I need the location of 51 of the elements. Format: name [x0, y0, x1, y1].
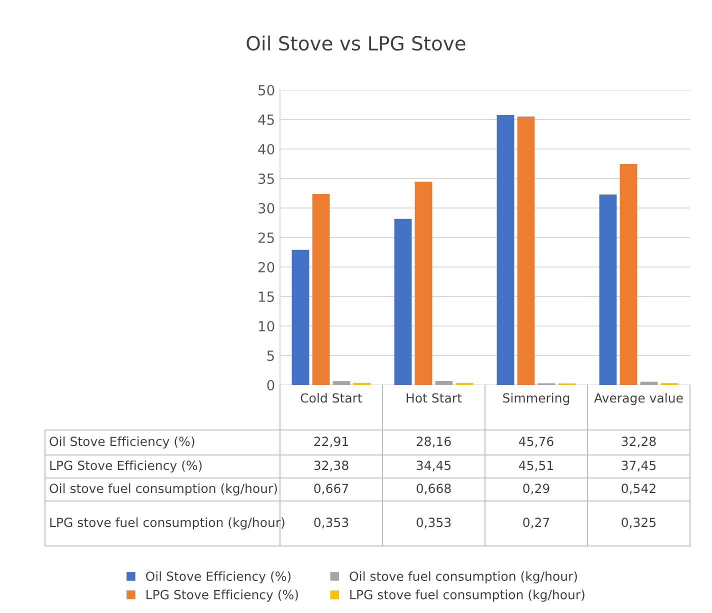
- legend-label: Oil stove fuel consumption (kg/hour): [350, 571, 577, 584]
- data-label: 0,667: [314, 484, 348, 494]
- y-tick-label: 30: [258, 202, 274, 214]
- data-label: 0,353: [416, 518, 451, 528]
- bar: [435, 381, 453, 385]
- legend-label: LPG stove fuel consumption (kg/hour): [350, 590, 584, 602]
- legend-label: Oil Stove Efficiency (%): [146, 571, 291, 584]
- x-tick-label: Simmering: [503, 393, 570, 406]
- data-label: 45,51: [518, 460, 553, 472]
- data-label: 0,353: [314, 518, 348, 528]
- y-tick-label: 40: [258, 144, 274, 154]
- y-tick-label: 45: [258, 114, 274, 125]
- data-label: 22,91: [314, 436, 348, 448]
- bar: [517, 116, 535, 385]
- chart-title: Oil Stove vs LPG Stove: [246, 36, 466, 51]
- bar: [414, 182, 432, 385]
- x-tick-label: Cold Start: [300, 393, 362, 403]
- y-tick-label: 50: [258, 84, 274, 96]
- bar: [496, 115, 514, 385]
- y-tick-label: 10: [258, 320, 274, 332]
- data-label: 37,45: [622, 460, 656, 472]
- data-label: 32,28: [622, 436, 656, 448]
- bar: [599, 194, 617, 385]
- data-label: 32,38: [314, 460, 348, 472]
- data-label: 0,542: [622, 484, 656, 494]
- x-tick-label: Hot Start: [406, 393, 462, 403]
- y-tick-label: 5: [267, 350, 274, 361]
- y-tick-label: 0: [267, 380, 274, 390]
- text: LPG Stove Efficiency (%): [50, 460, 202, 473]
- bar: [394, 218, 412, 385]
- data-label: 28,16: [416, 436, 451, 448]
- data-label: 45,76: [518, 436, 554, 448]
- data-label: 34,45: [416, 460, 451, 472]
- bar: [312, 194, 330, 385]
- legend-label: LPG Stove Efficiency (%): [146, 590, 298, 602]
- text: LPG stove fuel consumption (kg/hour): [50, 517, 284, 530]
- data-label: 0,27: [523, 518, 550, 528]
- data-label: 0,668: [416, 484, 451, 494]
- text: Oil stove fuel consumption (kg/hour): [50, 483, 277, 496]
- bar: [292, 250, 310, 385]
- x-tick-label: Average value: [594, 393, 683, 406]
- bar: [332, 381, 350, 385]
- data-label: 0,29: [523, 484, 550, 494]
- y-tick-label: 20: [258, 262, 274, 272]
- bar: [640, 382, 658, 385]
- bar: [620, 164, 638, 385]
- y-tick-label: 15: [258, 292, 274, 302]
- text: Oil Stove Efficiency (%): [50, 436, 194, 449]
- y-tick-label: 35: [258, 173, 274, 184]
- y-tick-label: 25: [258, 232, 274, 243]
- data-label: 0,325: [622, 518, 656, 528]
